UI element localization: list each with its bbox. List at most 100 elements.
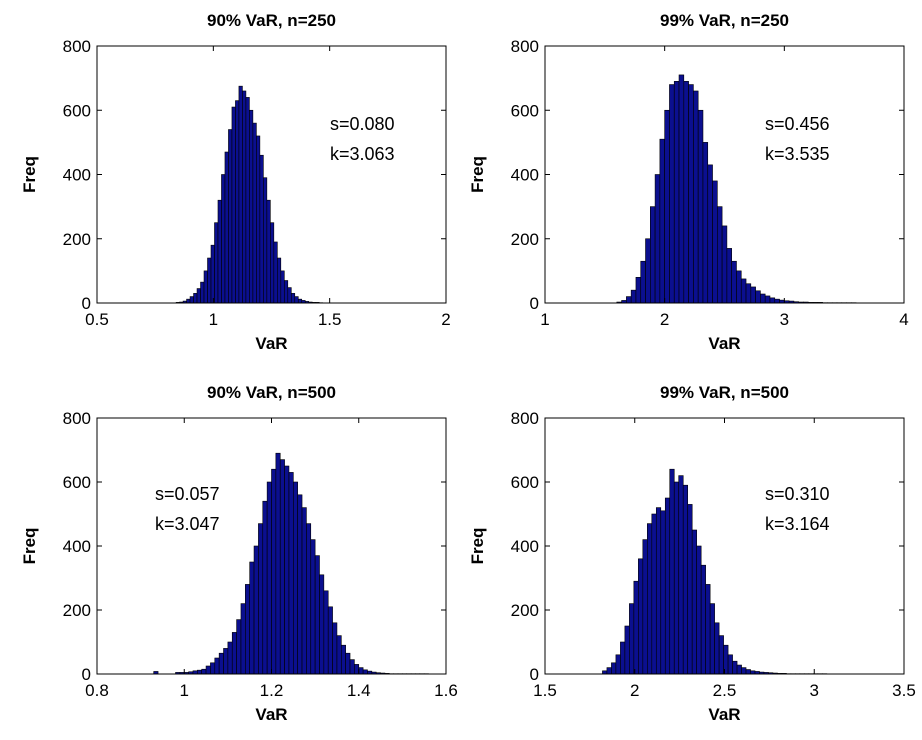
y-tick-label: 600 — [511, 101, 539, 120]
histogram-bar — [700, 564, 706, 675]
histogram-bar — [249, 561, 255, 675]
histogram-bar — [673, 81, 680, 304]
y-tick-label: 0 — [530, 294, 539, 313]
histogram-bar — [354, 664, 360, 675]
histogram-bar — [214, 657, 220, 675]
histogram-bar — [203, 270, 208, 304]
y-tick-label: 800 — [63, 409, 91, 428]
histogram-bar — [266, 199, 271, 304]
histogram-bar — [275, 452, 281, 675]
x-tick-label: 2 — [630, 681, 639, 700]
skewness-annotation: s=0.310 — [765, 484, 830, 504]
histogram-bar — [290, 293, 296, 304]
histogram-bar — [678, 74, 685, 304]
histogram-bar — [606, 667, 612, 675]
histogram-bar — [697, 109, 704, 304]
x-axis-label: VaR — [708, 334, 740, 353]
x-tick-label: 0.5 — [85, 310, 109, 329]
histogram-bar — [227, 641, 233, 675]
histogram-bar — [249, 109, 254, 304]
histogram-bar — [626, 296, 632, 304]
histogram-bar — [650, 206, 656, 304]
y-tick-label: 400 — [511, 537, 539, 556]
x-tick-label: 2 — [441, 310, 450, 329]
x-axis-label: VaR — [708, 705, 740, 724]
y-tick-label: 600 — [511, 473, 539, 492]
histogram-bar — [336, 635, 342, 675]
axes-box — [544, 417, 905, 675]
histogram-bar — [319, 574, 325, 675]
x-tick-label: 2.5 — [713, 681, 737, 700]
histogram-bar — [349, 659, 355, 675]
histogram-bar — [705, 584, 711, 675]
histogram-bar — [707, 164, 713, 304]
histogram-bar — [231, 106, 236, 304]
x-tick-label: 1.5 — [533, 681, 557, 700]
histogram-bar — [327, 606, 333, 675]
histogram-bar — [207, 257, 212, 304]
histogram-bar — [688, 84, 694, 304]
histogram-bar — [218, 652, 224, 675]
y-tick-label: 200 — [63, 601, 91, 620]
histogram-bar — [691, 529, 697, 675]
x-axis-label: VaR — [255, 705, 287, 724]
histogram-bar — [664, 109, 670, 304]
kurtosis-annotation: k=3.164 — [765, 514, 830, 534]
histogram-bar — [228, 129, 233, 304]
chart-title: 90% VaR, n=250 — [207, 11, 336, 30]
histogram-bar — [755, 290, 761, 304]
histogram-bar — [714, 622, 720, 675]
subplot-2: 1 2 3 4 0 200 400 600 800 99% VaR, n=250 VaR Freq s=… — [468, 11, 909, 353]
y-tick-label: 0 — [82, 665, 91, 684]
histogram-bar — [223, 648, 229, 675]
histogram-bar — [740, 278, 747, 304]
y-tick-label: 600 — [63, 101, 91, 120]
histogram-bar — [263, 177, 268, 304]
histogram-bar — [702, 142, 709, 304]
subplot-1: 0.5 1 1.5 2 0 200 400 600 800 90% VaR, n=250 VaR Fr… — [20, 11, 451, 353]
histogram-bar — [620, 641, 626, 675]
histogram-bar — [314, 555, 320, 675]
histogram-bars — [153, 452, 429, 675]
histogram-bar — [726, 248, 732, 304]
x-tick-label: 1 — [540, 310, 549, 329]
x-tick-label: 3 — [780, 310, 789, 329]
y-tick-label: 400 — [511, 166, 539, 185]
histogram-bar — [736, 270, 742, 304]
histogram-bar — [673, 481, 680, 675]
histogram-bar — [231, 632, 237, 675]
y-tick-label: 200 — [63, 230, 91, 249]
histogram-bar — [186, 298, 191, 304]
histogram-bar — [654, 174, 661, 304]
x-tick-label: 3.5 — [892, 681, 916, 700]
histogram-bar — [741, 667, 747, 675]
histogram-bar — [238, 85, 243, 304]
histogram-bar — [258, 523, 264, 675]
histogram-bar — [709, 603, 715, 675]
y-tick-label: 600 — [63, 473, 91, 492]
histogram-bar — [750, 286, 756, 304]
histogram-bar — [660, 510, 666, 675]
histogram-bar — [358, 667, 364, 675]
histogram-bar — [682, 484, 689, 675]
histogram-bar — [638, 558, 644, 675]
histogram-bar — [205, 665, 211, 675]
histogram-bar — [200, 281, 205, 304]
histogram-bar — [745, 283, 752, 304]
x-tick-label: 1 — [180, 681, 189, 700]
histogram-bar — [645, 238, 651, 304]
histogram-bar — [210, 244, 215, 304]
y-tick-label: 200 — [511, 230, 539, 249]
histogram-bar — [252, 122, 257, 304]
histogram-bar — [217, 199, 222, 304]
histogram-bar — [629, 603, 635, 675]
x-tick-label: 1.2 — [260, 681, 284, 700]
histogram-bar — [323, 590, 329, 675]
histogram-bar — [259, 154, 264, 304]
histogram-bar — [197, 669, 202, 675]
y-axis-label: Freq — [468, 156, 487, 193]
histogram-bar — [221, 174, 226, 304]
histogram-bar — [235, 100, 240, 304]
y-tick-label: 400 — [63, 537, 91, 556]
histogram-bar — [306, 523, 312, 675]
